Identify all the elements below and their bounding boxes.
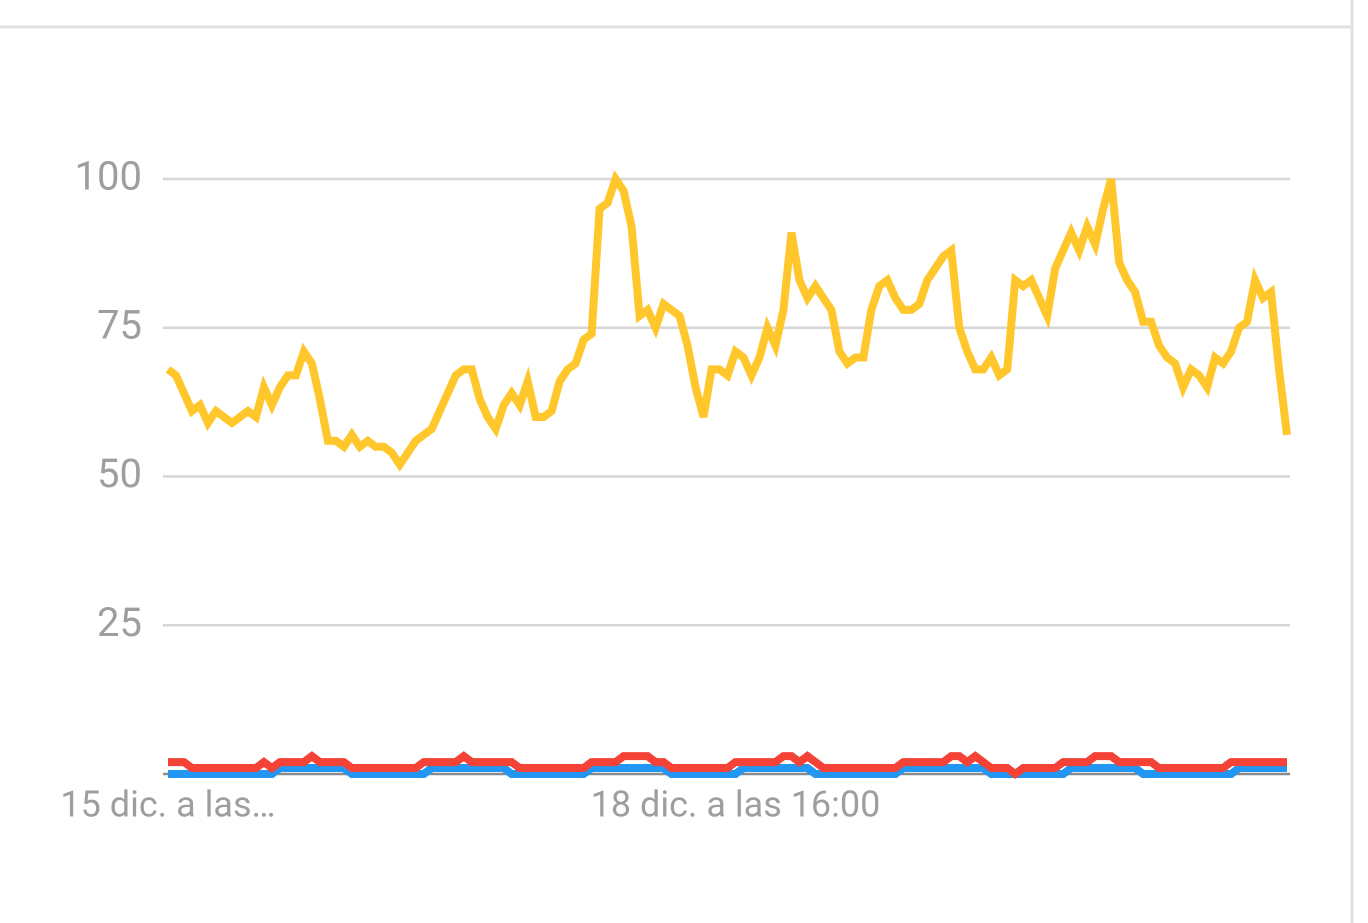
series-line	[168, 764, 1287, 778]
x-tick-label: 15 dic. a las…	[60, 784, 275, 826]
y-tick-label: 75	[97, 301, 142, 348]
series-line	[168, 751, 1287, 779]
x-tick-label: 18 dic. a las 16:00	[591, 784, 881, 826]
y-tick-label: 100	[75, 153, 142, 200]
y-tick-label: 25	[97, 599, 142, 646]
series-line	[165, 170, 1291, 472]
y-tick-label: 50	[97, 450, 142, 497]
